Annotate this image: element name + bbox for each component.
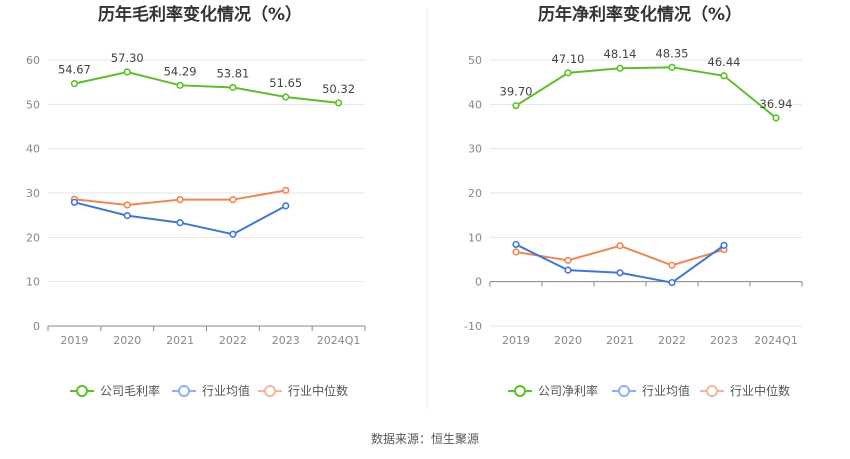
data-label: 48.35 xyxy=(656,46,689,60)
data-point[interactable] xyxy=(564,256,572,264)
x-tick-label: 2020 xyxy=(113,334,141,347)
data-label: 54.29 xyxy=(164,64,197,78)
data-label: 39.70 xyxy=(500,85,533,99)
legend-marker xyxy=(706,385,718,397)
data-point[interactable] xyxy=(282,93,290,101)
data-point[interactable] xyxy=(123,68,131,76)
y-tick-label: 10 xyxy=(468,231,482,244)
y-tick-label: 30 xyxy=(468,143,482,156)
data-label: 48.14 xyxy=(604,47,637,61)
y-tick-label: 60 xyxy=(26,54,40,67)
data-label: 46.44 xyxy=(708,55,741,69)
series-line xyxy=(74,201,287,236)
gross-margin-chart: 历年毛利率变化情况（%） 0 10 20 30 40 50 60 2019 2020 2021 20… xyxy=(26,4,366,398)
data-point[interactable] xyxy=(229,83,237,92)
series-line xyxy=(515,66,777,119)
data-point[interactable] xyxy=(512,102,520,110)
data-point[interactable] xyxy=(123,201,131,209)
legend-label[interactable]: 行业均值 xyxy=(642,383,690,398)
data-point[interactable] xyxy=(512,240,520,249)
data-point[interactable] xyxy=(616,269,624,277)
x-tick-label: 2023 xyxy=(710,334,738,347)
chart-title-gross-margin: 历年毛利率变化情况（%） xyxy=(98,4,302,25)
data-point[interactable] xyxy=(70,80,79,88)
data-point[interactable] xyxy=(720,241,728,249)
x-tick-label: 2019 xyxy=(60,334,88,347)
data-source-footer: 数据来源：恒生聚源 xyxy=(371,431,479,446)
x-tick-label: 2020 xyxy=(554,334,582,347)
series-line xyxy=(515,243,725,284)
legend-marker xyxy=(178,385,190,397)
data-label: 57.30 xyxy=(111,51,144,65)
data-point[interactable] xyxy=(564,266,572,274)
data-point[interactable] xyxy=(229,230,237,238)
x-tick-label: 2024Q1 xyxy=(754,334,798,347)
x-tick-label: 2021 xyxy=(606,334,634,347)
legend-label[interactable]: 行业中位数 xyxy=(730,383,790,398)
y-tick-label: 50 xyxy=(26,98,40,111)
data-point[interactable] xyxy=(334,99,343,107)
data-point[interactable] xyxy=(70,198,79,206)
data-point[interactable] xyxy=(229,196,237,204)
data-point[interactable] xyxy=(176,219,184,227)
legend-marker xyxy=(76,385,88,397)
data-label: 53.81 xyxy=(216,66,249,80)
y-tick-label: 20 xyxy=(26,231,40,244)
data-label: 36.94 xyxy=(760,97,793,111)
data-point[interactable] xyxy=(176,81,184,89)
data-point[interactable] xyxy=(616,64,624,72)
x-tick-label: 2021 xyxy=(166,334,194,347)
x-tick-label: 2019 xyxy=(502,334,530,347)
data-point[interactable] xyxy=(772,114,780,122)
data-label: 50.32 xyxy=(322,82,355,96)
data-point[interactable] xyxy=(282,202,290,210)
y-tick-label: 0 xyxy=(475,276,482,289)
chart-title-net-margin: 历年净利率变化情况（%） xyxy=(538,4,742,25)
y-tick-label: -10 xyxy=(464,320,482,333)
data-point[interactable] xyxy=(176,196,184,204)
series-line xyxy=(74,70,339,104)
legend-marker xyxy=(264,385,276,397)
y-tick-label: 50 xyxy=(468,54,482,67)
data-label: 51.65 xyxy=(269,76,302,90)
y-tick-label: 20 xyxy=(468,187,482,200)
data-point[interactable] xyxy=(564,69,572,77)
data-label: 54.67 xyxy=(58,63,91,77)
legend-marker xyxy=(618,385,630,397)
x-tick-label: 2024Q1 xyxy=(317,334,361,347)
legend-label[interactable]: 行业中位数 xyxy=(288,383,348,398)
x-tick-label: 2022 xyxy=(658,334,686,347)
x-tick-label: 2023 xyxy=(272,334,300,347)
y-tick-label: 40 xyxy=(468,98,482,111)
y-tick-label: 40 xyxy=(26,143,40,156)
y-tick-label: 30 xyxy=(26,187,40,200)
x-tick-label: 2022 xyxy=(219,334,247,347)
data-point[interactable] xyxy=(720,72,728,80)
data-point[interactable] xyxy=(668,278,676,287)
legend-label[interactable]: 公司净利率 xyxy=(538,383,598,398)
legend-label[interactable]: 公司毛利率 xyxy=(100,383,160,398)
legend-label[interactable]: 行业均值 xyxy=(202,383,250,398)
legend-marker xyxy=(514,385,526,397)
data-point[interactable] xyxy=(123,212,131,220)
data-point[interactable] xyxy=(668,261,676,269)
data-label: 47.10 xyxy=(552,52,585,66)
data-point[interactable] xyxy=(512,248,520,256)
net-margin-chart: 历年净利率变化情况（%） -10 0 10 20 30 40 50 2019 2020 2021 2… xyxy=(464,4,803,398)
data-point[interactable] xyxy=(616,242,624,250)
y-tick-label: 0 xyxy=(33,320,40,333)
data-point[interactable] xyxy=(668,63,676,71)
data-point[interactable] xyxy=(282,186,290,194)
y-tick-label: 10 xyxy=(26,276,40,289)
